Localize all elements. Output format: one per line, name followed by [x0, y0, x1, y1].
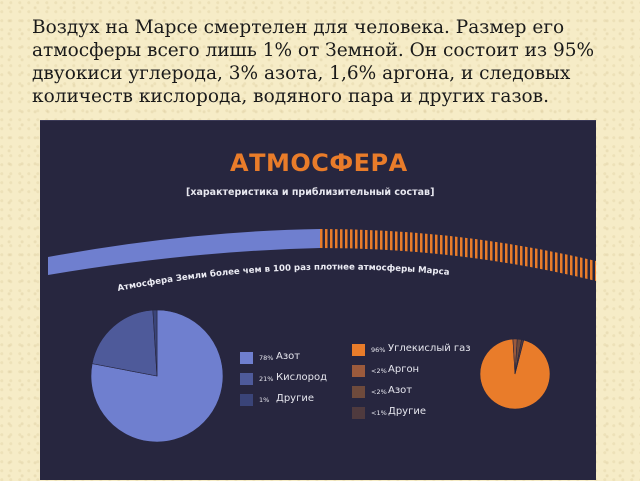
infographic-title: АТМОСФЕРА [230, 149, 408, 177]
legend-value: 96% [371, 346, 386, 354]
pie-slice-3 [152, 309, 158, 377]
legend-label: Аргон [388, 364, 420, 375]
mars-legend: 96% Углекислый газ <2% Аргон <2% Азот <1% Други… [352, 343, 492, 423]
legend-value: <2% [371, 388, 387, 396]
earth-atmosphere-band [48, 229, 320, 275]
legend-value: 1% [259, 396, 270, 404]
legend-swatch [352, 407, 365, 419]
earth-legend: 78% Азот 21% Кислород 1% Другие [240, 351, 350, 411]
pie-slice-4 [514, 339, 525, 375]
legend-value: 21% [259, 375, 274, 383]
legend-value: 78% [259, 354, 274, 362]
pie-slice-1 [479, 338, 551, 410]
arc-caption: Атмосфера Земли более чем в 100 раз плот… [117, 262, 450, 293]
legend-swatch [352, 365, 365, 377]
legend-label: Другие [388, 406, 426, 417]
legend-swatch [352, 386, 365, 398]
mars-atmosphere-band [320, 229, 596, 281]
pie-slice-2 [91, 309, 158, 377]
legend-swatch [240, 373, 253, 385]
legend-swatch [240, 352, 253, 364]
legend-value: <2% [371, 367, 387, 375]
atmosphere-infographic: АТМОСФЕРА [характеристика и приблизитель… [40, 120, 596, 480]
legend-label: Другие [276, 393, 314, 404]
mars-composition-pie [479, 338, 551, 410]
legend-label: Кислород [276, 372, 327, 383]
infographic-subtitle: [характеристика и приблизительный состав… [186, 187, 435, 198]
earth-composition-pie [90, 309, 224, 443]
legend-label: Азот [276, 351, 301, 362]
legend-value: <1% [371, 409, 387, 417]
legend-swatch [240, 394, 253, 406]
legend-swatch [352, 344, 365, 356]
legend-label: Углекислый газ [388, 343, 471, 354]
slide-text: Воздух на Марсе смертелен для человека. … [32, 17, 595, 107]
pie-slice-1 [90, 309, 224, 443]
legend-label: Азот [388, 385, 413, 396]
infographic-graphics: Атмосфера Земли более чем в 100 раз плот… [48, 229, 596, 443]
